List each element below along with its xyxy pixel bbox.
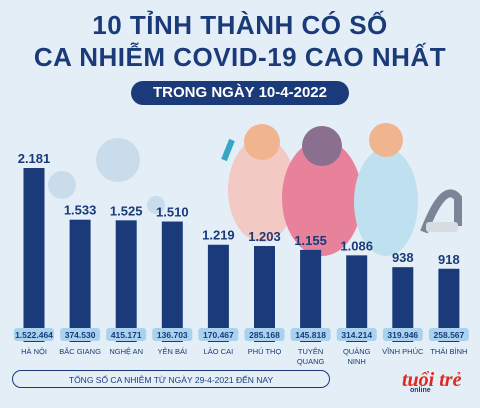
category-label: NGHỆ AN <box>109 347 143 356</box>
brand-logo-text: tuổi trẻ <box>402 369 462 391</box>
bar <box>392 267 414 342</box>
bar <box>254 246 275 342</box>
category-label: QUANG <box>297 357 325 366</box>
category-label: YÊN BÁI <box>158 347 188 356</box>
total-pill <box>244 328 285 341</box>
bar <box>438 268 460 342</box>
total-pill <box>14 328 54 341</box>
bar <box>161 221 183 342</box>
total-pill <box>198 328 239 341</box>
total-pill <box>152 328 193 341</box>
bar-value-label: 1.219 <box>202 228 235 243</box>
total-pill <box>428 328 469 341</box>
category-label: BẮC GIANG <box>59 347 101 356</box>
total-pill <box>290 328 331 341</box>
total-pill <box>60 328 101 341</box>
footnote: TỔNG SỐ CA NHIỄM TỪ NGÀY 29-4-2021 ĐẾN N… <box>12 370 330 388</box>
bar-value-label: 1.533 <box>64 203 97 218</box>
bar-value-label: 918 <box>438 252 460 267</box>
category-label: LÀO CAI <box>204 347 234 356</box>
bar <box>69 219 91 342</box>
bar-value-label: 938 <box>392 250 414 265</box>
category-label: VĨNH PHÚC <box>382 347 424 356</box>
total-pill <box>382 328 423 341</box>
total-value-label: 145.818 <box>295 330 326 340</box>
total-value-label: 314.214 <box>341 330 372 340</box>
people-illustration <box>221 123 462 256</box>
category-label: THÁI BÌNH <box>430 347 467 356</box>
bar-value-label: 1.086 <box>340 238 373 253</box>
bar-value-label: 2.181 <box>18 151 51 166</box>
category-label: HÀ NỘI <box>21 347 47 356</box>
bar-value-label: 1.525 <box>110 203 143 218</box>
bar <box>346 255 368 342</box>
bar-value-label: 1.155 <box>294 233 327 248</box>
category-label: QUẢNG <box>343 347 371 356</box>
total-value-label: 285.168 <box>249 330 280 340</box>
total-value-label: 319.946 <box>387 330 418 340</box>
bar-value-label: 1.510 <box>156 205 189 220</box>
bar <box>23 168 45 342</box>
total-pill <box>106 328 147 341</box>
total-value-label: 374.530 <box>65 330 96 340</box>
date-subtitle: TRONG NGÀY 10-4-2022 <box>131 81 349 105</box>
total-value-label: 170.467 <box>203 330 234 340</box>
total-value-label: 258.567 <box>434 330 465 340</box>
category-label: TUYÊN <box>298 347 323 356</box>
total-value-label: 415.171 <box>111 330 142 340</box>
category-label: NINH <box>348 357 366 366</box>
bar-value-label: 1.203 <box>248 229 281 244</box>
bar <box>115 220 137 342</box>
title-line-2: CA NHIỄM COVID-19 CAO NHẤT <box>33 42 447 72</box>
virus-illustration <box>48 138 165 214</box>
total-value-label: 136.703 <box>157 330 188 340</box>
bar <box>300 249 322 342</box>
total-value-label: 1.522.464 <box>15 330 53 340</box>
category-label: PHÚ THỌ <box>248 347 282 356</box>
bar <box>207 244 229 342</box>
title-line-1: 10 TỈNH THÀNH CÓ SỐ <box>92 10 388 40</box>
brand-logo-subtext: online <box>410 387 431 394</box>
total-pill <box>336 328 377 341</box>
brand-logo: tuổi trẻ online <box>402 369 464 395</box>
